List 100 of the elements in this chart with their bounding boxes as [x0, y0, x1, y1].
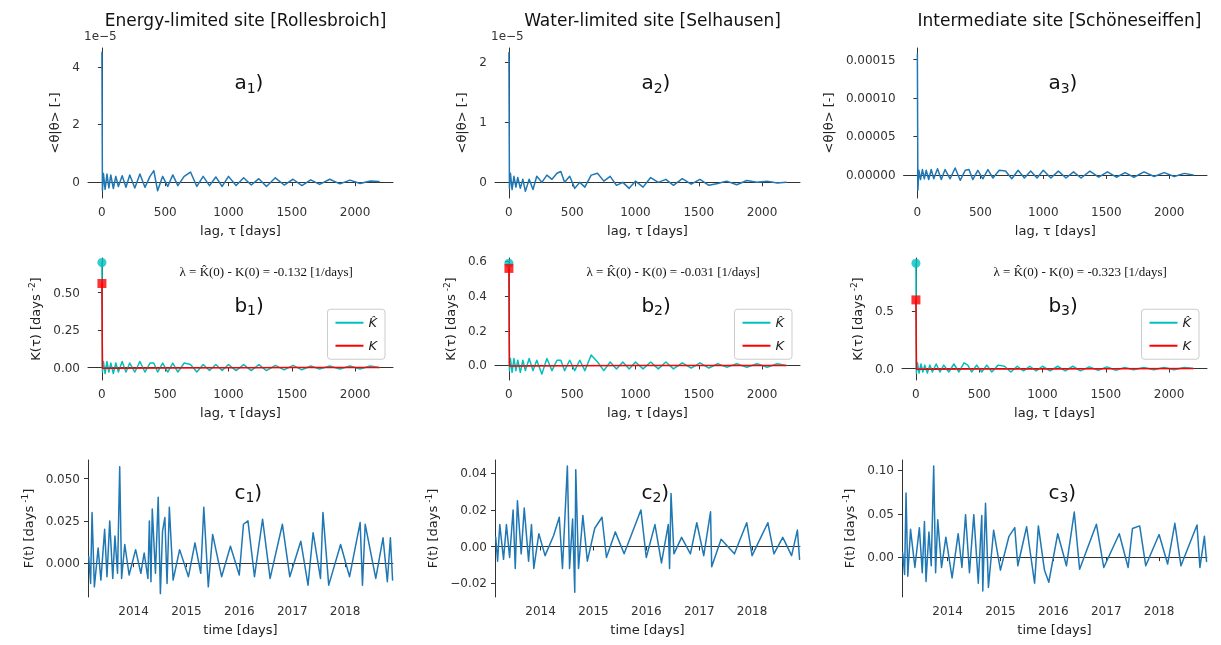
y-axis-title: F(t) [days-1]: [19, 488, 36, 569]
x-tick-label: 1000: [213, 387, 244, 401]
x-tick-label: 2017: [1090, 604, 1122, 618]
y-tick-label: 0.25: [53, 323, 80, 338]
y-tick-label: 0.02: [460, 502, 487, 517]
x-tick-label: 2015: [171, 604, 202, 618]
x-axis-title: lag, τ [days]: [200, 223, 281, 238]
y-tick-label: 0.10: [867, 463, 894, 478]
text: 1e−5: [491, 29, 524, 43]
text: 1e−5: [84, 29, 117, 43]
y-tick-label: 1: [479, 115, 487, 130]
y-tick-label: 0.6: [467, 254, 487, 269]
y-tick-label: 0.0: [874, 361, 894, 376]
x-tick-label: 1500: [1090, 387, 1122, 401]
x-axis-title: time [days]: [203, 622, 278, 637]
x-tick-label: 2018: [1143, 604, 1175, 618]
y-tick-label: 0.4: [467, 289, 487, 304]
y-tick-label: 0.050: [45, 471, 80, 486]
x-tick-label: 0: [913, 205, 922, 219]
x-tick-label: 2015: [985, 604, 1016, 618]
x-axis-title: lag, τ [days]: [1014, 405, 1095, 420]
x-tick-label: 2016: [224, 604, 255, 618]
y-tick-label: 0.5: [874, 304, 894, 319]
x-tick-label: 2000: [339, 387, 371, 401]
y-tick-label: −0.02: [450, 576, 487, 591]
x-tick-label: 500: [560, 387, 584, 401]
legend-label: K̂: [775, 315, 786, 331]
line-series: [87, 466, 394, 595]
x-axis-title: lag, τ [days]: [607, 223, 688, 238]
y-axis-title: F(t) [days-1]: [424, 488, 441, 569]
y-tick-label: 0: [72, 175, 80, 190]
y-tick-label: 0.025: [45, 513, 80, 528]
line-series: [494, 465, 801, 593]
x-tick-label: 500: [967, 387, 991, 401]
x-tick-label: 1000: [620, 205, 651, 219]
x-tick-label: 0: [98, 205, 106, 219]
x-axis-title: time [days]: [610, 622, 685, 637]
x-tick-label: 1500: [683, 205, 715, 219]
annotation: λ = K̂(0) - K(0) = -0.132 [1/days]: [179, 264, 353, 280]
y-axis-title: F(t) [days-1]: [841, 488, 858, 569]
line-series: [901, 465, 1208, 592]
x-tick-label: 1500: [1090, 205, 1122, 219]
x-tick-label: 0: [505, 387, 513, 401]
x-tick-label: 2000: [746, 205, 778, 219]
x-tick-label: 500: [153, 205, 177, 219]
x-axis-title: lag, τ [days]: [607, 405, 688, 420]
y-axis-title: K(τ) [days-2]: [849, 277, 865, 361]
x-tick-label: 1000: [1027, 387, 1058, 401]
x-axis-title: lag, τ [days]: [200, 405, 281, 420]
x-tick-label: 1500: [276, 205, 308, 219]
x-tick-label: 1000: [620, 387, 651, 401]
y-tick-label: 0.05: [867, 506, 894, 521]
x-tick-label: 500: [968, 205, 992, 219]
y-axis-title: K(τ) [days-2]: [442, 277, 458, 361]
x-tick-label: 2018: [736, 604, 768, 618]
y-tick-label: 0.00000: [845, 167, 896, 182]
x-tick-label: 2017: [683, 604, 715, 618]
x-tick-label: 2000: [1153, 387, 1185, 401]
annotation: λ = K̂(0) - K(0) = -0.031 [1/days]: [586, 264, 760, 280]
line-series: [508, 52, 787, 193]
y-tick-label: 0.00: [460, 539, 487, 554]
x-tick-label: 2014: [118, 604, 149, 618]
legend-label: K̂: [1182, 315, 1193, 331]
y-axis-title: <θ|θ> [-]: [821, 92, 836, 154]
y-tick-label: 0.00005: [845, 129, 896, 144]
chart-title: Intermediate site [Schöneseiffen]: [917, 9, 1202, 30]
x-tick-label: 500: [153, 387, 177, 401]
x-tick-label: 2014: [525, 604, 556, 618]
y-axis-title: <θ|θ> [-]: [454, 92, 470, 154]
legend-label: K: [775, 338, 786, 354]
y-tick-label: 0.00: [867, 550, 894, 565]
x-tick-label: 2000: [746, 387, 778, 401]
y-axis-title: <θ|θ> [-]: [47, 92, 63, 154]
y-tick-label: 2: [72, 117, 80, 132]
x-axis-title: time [days]: [1017, 622, 1092, 637]
x-tick-label: 2000: [339, 205, 371, 219]
y-tick-label: 0.0: [467, 358, 487, 373]
x-tick-label: 2017: [276, 604, 308, 618]
x-axis-title: lag, τ [days]: [1014, 223, 1096, 238]
x-tick-label: 2016: [1038, 604, 1069, 618]
legend-label: K: [1182, 338, 1193, 354]
x-tick-label: 2000: [1153, 205, 1185, 219]
legend-label: K: [368, 338, 379, 354]
y-tick-label: 4: [72, 59, 80, 74]
x-tick-label: 1500: [683, 387, 715, 401]
y-tick-label: 0.50: [53, 285, 80, 300]
x-tick-label: 2015: [578, 604, 609, 618]
y-axis-title: K(τ) [days-2]: [27, 277, 44, 361]
y-tick-label: 2: [479, 54, 487, 69]
chart-title: Water-limited site [Selhausen]: [524, 9, 781, 30]
x-tick-label: 500: [560, 205, 584, 219]
x-tick-label: 1000: [213, 205, 244, 219]
x-tick-label: 2014: [932, 604, 963, 618]
line-series: [916, 53, 1194, 192]
x-tick-label: 2016: [631, 604, 662, 618]
y-tick-label: 0.000: [45, 556, 80, 571]
y-tick-label: 0.04: [460, 466, 487, 481]
x-tick-label: 1500: [276, 387, 308, 401]
y-tick-label: 0.00010: [845, 91, 896, 105]
x-tick-label: 1000: [1028, 205, 1059, 219]
